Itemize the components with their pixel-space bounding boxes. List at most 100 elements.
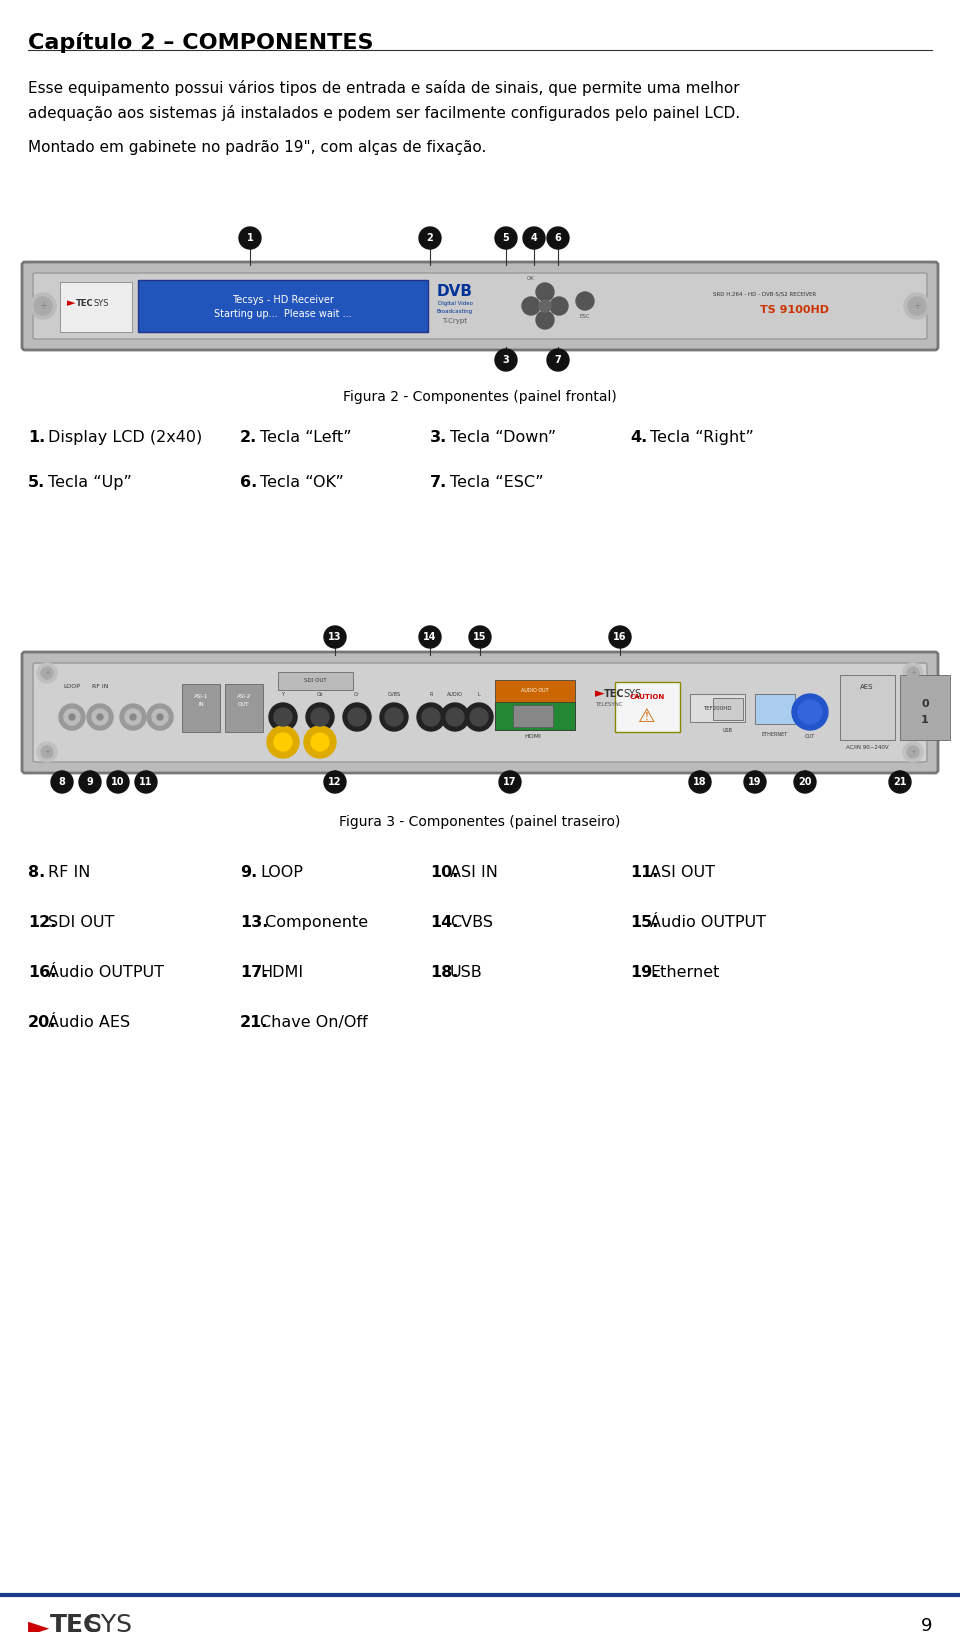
Text: IN: IN [198,702,204,707]
Bar [900,676,950,739]
Circle shape [523,227,545,250]
Text: Áudio OUTPUT: Áudio OUTPUT [48,965,164,979]
Circle shape [79,770,101,793]
Text: 13: 13 [328,632,342,641]
Circle shape [304,726,336,757]
Text: SDI OUT: SDI OUT [303,679,326,684]
Bar [840,676,895,739]
Circle shape [311,708,329,726]
Text: AUDIO: AUDIO [447,692,463,697]
Text: RF IN: RF IN [48,865,90,880]
Text: Capítulo 2 – COMPONENTES: Capítulo 2 – COMPONENTES [28,33,373,52]
Text: SYS: SYS [85,1612,132,1632]
Text: 10.: 10. [430,865,458,880]
Text: ASI IN: ASI IN [450,865,498,880]
Text: 8: 8 [59,777,65,787]
Text: SRD H.264 - HD - DVB-S/S2 RECEIVER: SRD H.264 - HD - DVB-S/S2 RECEIVER [713,292,817,297]
Text: 17.: 17. [240,965,269,979]
Text: 16.: 16. [28,965,57,979]
Circle shape [536,312,554,330]
Text: CVBS: CVBS [388,692,400,697]
Text: USB: USB [450,965,483,979]
Circle shape [385,708,403,726]
Text: T-Crypt: T-Crypt [443,318,468,325]
Text: 20.: 20. [28,1015,57,1030]
Text: 11: 11 [139,777,153,787]
Circle shape [34,297,52,315]
Circle shape [274,733,292,751]
FancyBboxPatch shape [22,263,938,349]
Bar [225,684,263,733]
Circle shape [903,743,923,762]
Circle shape [889,770,911,793]
Circle shape [469,627,491,648]
Text: 16: 16 [613,632,627,641]
Text: 4.: 4. [630,429,647,446]
Circle shape [30,294,56,318]
Circle shape [269,703,297,731]
Circle shape [125,708,141,725]
Circle shape [499,770,521,793]
Text: ESC: ESC [580,313,590,318]
Text: 12: 12 [328,777,342,787]
Text: Ethernet: Ethernet [650,965,719,979]
Text: 5: 5 [503,233,510,243]
Text: TEC: TEC [76,300,94,308]
Text: 12.: 12. [28,916,57,930]
Circle shape [59,703,85,730]
Bar [690,694,745,721]
Text: OUT: OUT [238,702,250,707]
Text: Áudio AES: Áudio AES [48,1015,131,1030]
Text: Componente: Componente [260,916,368,930]
Text: RF IN: RF IN [92,684,108,689]
Circle shape [147,703,173,730]
Text: 7: 7 [555,356,562,366]
Circle shape [380,703,408,731]
Circle shape [547,349,569,370]
Circle shape [792,694,828,730]
Text: 9: 9 [921,1617,932,1632]
Text: ETHERNET: ETHERNET [762,731,788,736]
Circle shape [794,770,816,793]
Text: 10: 10 [111,777,125,787]
Text: 1.: 1. [28,429,45,446]
Text: 8.: 8. [28,865,45,880]
Text: HDMI: HDMI [260,965,303,979]
Circle shape [522,297,540,315]
Circle shape [348,708,366,726]
Text: 14.: 14. [430,916,458,930]
Bar [182,684,220,733]
Circle shape [419,227,441,250]
Text: Starting up...  Please wait ...: Starting up... Please wait ... [214,308,351,318]
Text: HDMI: HDMI [524,733,541,739]
Text: 6.: 6. [240,475,257,490]
Text: OUT: OUT [804,734,815,739]
Text: 9: 9 [86,777,93,787]
Circle shape [343,703,371,731]
FancyBboxPatch shape [22,653,938,774]
Circle shape [495,349,517,370]
Circle shape [798,700,822,725]
Text: 13.: 13. [240,916,269,930]
Text: Montado em gabinete no padrão 19", com alças de fixação.: Montado em gabinete no padrão 19", com a… [28,140,487,155]
Text: TS 9100HD: TS 9100HD [760,305,829,315]
Circle shape [465,703,493,731]
Bar [495,681,575,730]
Circle shape [744,770,766,793]
Text: 17: 17 [503,777,516,787]
Bar [755,694,795,725]
Circle shape [306,703,334,731]
Circle shape [69,715,75,720]
Circle shape [239,227,261,250]
Bar [60,282,132,331]
Text: Esse equipamento possui vários tipos de entrada e saída de sinais, que permite u: Esse equipamento possui vários tipos de … [28,80,739,96]
Circle shape [419,627,441,648]
Circle shape [87,703,113,730]
Circle shape [422,708,440,726]
Text: ASI-2: ASI-2 [237,694,252,698]
Text: SDI OUT: SDI OUT [48,916,114,930]
FancyBboxPatch shape [33,273,927,339]
Text: 18.: 18. [430,965,458,979]
Circle shape [274,708,292,726]
FancyBboxPatch shape [33,663,927,762]
